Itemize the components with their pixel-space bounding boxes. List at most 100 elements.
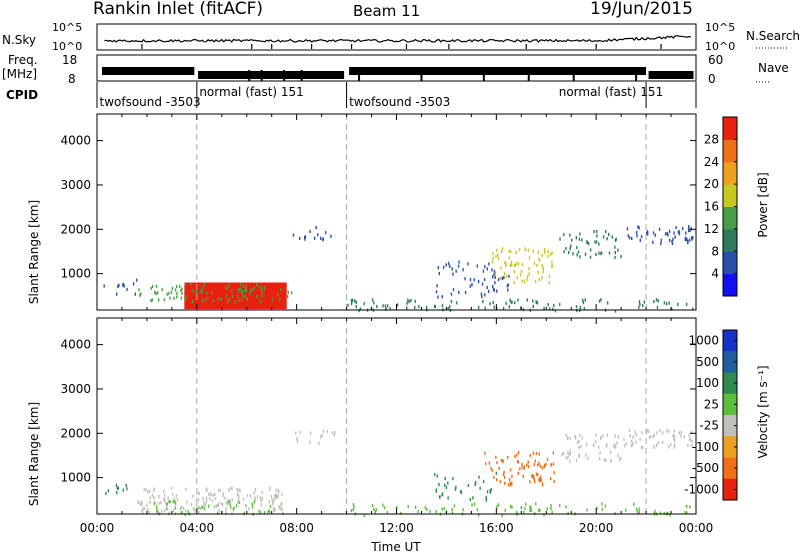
data-cell (438, 495, 441, 499)
data-cell (260, 288, 263, 292)
data-cell (582, 301, 585, 305)
data-cell (681, 226, 684, 231)
data-cell (537, 473, 539, 477)
data-cell (453, 504, 456, 508)
data-cell (671, 239, 673, 244)
data-cell (249, 494, 252, 498)
data-cell (494, 272, 497, 276)
data-cell (245, 287, 247, 291)
data-cell (684, 511, 686, 515)
data-cell (184, 282, 186, 286)
data-cell (565, 505, 567, 509)
data-cell (471, 503, 473, 507)
data-cell (569, 451, 571, 455)
data-cell (178, 284, 181, 289)
data-cell (184, 509, 187, 513)
data-cell (383, 506, 386, 510)
data-cell (617, 248, 619, 252)
data-cell (495, 478, 498, 482)
data-cell (478, 305, 480, 310)
data-cell (165, 501, 167, 505)
data-cell (578, 439, 580, 444)
data-cell (148, 489, 151, 493)
data-cell (515, 510, 518, 514)
data-cell (687, 239, 689, 243)
data-cell (213, 505, 215, 509)
data-cell (458, 290, 460, 294)
data-cell (565, 433, 567, 437)
data-cell (237, 488, 239, 492)
data-cell (259, 510, 261, 514)
data-cell (253, 491, 255, 495)
data-cell (184, 297, 186, 301)
data-cell (447, 496, 449, 500)
data-cell (251, 288, 253, 292)
data-cell (680, 430, 683, 435)
data-cell (517, 460, 519, 464)
data-cell (151, 493, 153, 498)
data-cell (532, 299, 534, 303)
data-cell (598, 445, 600, 449)
data-cell (244, 294, 246, 298)
data-cell (492, 251, 494, 256)
data-cell (173, 296, 175, 300)
data-cell (227, 501, 229, 505)
data-cell (541, 253, 543, 257)
colorbar-segment (723, 251, 737, 275)
data-cell (480, 292, 483, 296)
data-cell (689, 228, 691, 232)
data-cell (533, 463, 536, 467)
data-cell (519, 273, 522, 277)
data-cell (632, 435, 634, 440)
data-cell (280, 288, 282, 292)
data-cell (231, 498, 234, 502)
data-cell (482, 479, 485, 484)
data-cell (118, 283, 120, 287)
nsky-tick-bottom: 10^0 (52, 40, 82, 53)
data-cell (502, 472, 505, 477)
data-cell (592, 443, 595, 447)
data-cell (600, 251, 603, 255)
data-cell (519, 467, 521, 471)
data-cell (646, 230, 649, 234)
data-cell (375, 508, 378, 512)
data-cell (654, 233, 657, 237)
data-cell (145, 488, 147, 492)
data-cell (569, 459, 571, 463)
data-cell (647, 232, 649, 236)
data-cell (148, 510, 150, 514)
data-cell (605, 458, 607, 462)
data-cell (589, 255, 592, 259)
data-cell (510, 260, 513, 264)
data-cell (333, 433, 336, 437)
data-cell (371, 503, 374, 508)
data-cell (652, 231, 655, 235)
data-cell (199, 506, 202, 511)
data-cell (238, 287, 240, 292)
data-cell (673, 429, 675, 433)
data-cell (150, 286, 152, 291)
data-cell (599, 451, 601, 455)
data-cell (516, 453, 518, 457)
data-cell (442, 265, 445, 269)
data-cell (185, 487, 187, 491)
data-cell (462, 268, 464, 272)
data-cell (547, 303, 549, 307)
data-cell (171, 286, 174, 291)
data-cell (584, 298, 587, 302)
data-cell (242, 294, 244, 298)
data-cell (230, 486, 232, 490)
data-cell (206, 291, 208, 295)
data-cell (443, 506, 445, 511)
data-cell (628, 428, 631, 433)
data-cell (214, 497, 217, 501)
data-cell (504, 481, 506, 485)
data-cell (256, 295, 258, 299)
data-cell (685, 504, 688, 508)
data-cell (476, 508, 479, 512)
data-cell (137, 500, 139, 504)
y-tick-label: 3000 (60, 178, 91, 192)
data-cell (414, 299, 416, 303)
data-cell (355, 300, 357, 304)
data-cell (508, 274, 510, 278)
